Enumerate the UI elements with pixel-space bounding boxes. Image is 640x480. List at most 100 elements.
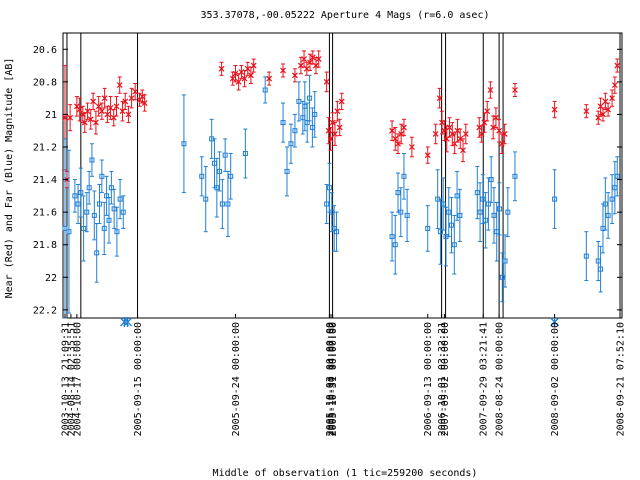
y-tick-label: 21.6 bbox=[33, 208, 57, 219]
data-point bbox=[440, 201, 446, 207]
data-point bbox=[106, 217, 112, 223]
chart-title: 353.37078,-00.05222 Aperture 4 Mags (r=6… bbox=[201, 10, 490, 21]
data-point bbox=[598, 266, 604, 272]
data-point bbox=[228, 173, 234, 179]
data-point bbox=[78, 190, 84, 196]
data-point bbox=[502, 258, 508, 264]
y-tick-label: 21.4 bbox=[33, 175, 57, 186]
data-point bbox=[324, 201, 330, 207]
data-point bbox=[487, 87, 494, 93]
x-tick-label: 2008-08-24 00:00:00 bbox=[495, 322, 506, 436]
data-point bbox=[280, 67, 286, 74]
data-point bbox=[73, 103, 80, 110]
data-point bbox=[199, 173, 205, 179]
data-point bbox=[307, 59, 313, 66]
x-tick-label: 2005-10-30 14:07:52 bbox=[327, 322, 338, 436]
data-point bbox=[217, 168, 223, 174]
data-point bbox=[597, 103, 604, 110]
data-point bbox=[446, 124, 453, 131]
data-point bbox=[67, 114, 74, 121]
data-point bbox=[392, 135, 399, 142]
data-point bbox=[108, 185, 114, 191]
data-point bbox=[395, 140, 401, 147]
data-point bbox=[111, 206, 117, 212]
data-point bbox=[493, 114, 499, 121]
data-point bbox=[477, 209, 483, 215]
data-point bbox=[107, 104, 114, 111]
x-tick-label: 2006-10-01 03:32:21 bbox=[437, 322, 448, 436]
data-point bbox=[87, 116, 94, 123]
data-point bbox=[62, 225, 68, 231]
data-point bbox=[457, 135, 464, 142]
y-tick-label: 21.8 bbox=[33, 240, 57, 251]
data-point bbox=[292, 128, 298, 134]
x-tick-label: 2003-10-13 21:09:31 bbox=[60, 322, 71, 436]
data-point bbox=[219, 201, 225, 207]
data-point bbox=[301, 56, 307, 62]
x-tick-label: 2005-10-31 00:00:00 bbox=[328, 322, 339, 436]
data-point bbox=[312, 111, 318, 117]
y-tick-label: 20.8 bbox=[33, 77, 57, 88]
data-point bbox=[512, 87, 518, 93]
data-point bbox=[480, 196, 486, 202]
data-point bbox=[395, 190, 401, 196]
data-point bbox=[92, 119, 99, 126]
y-tick-label: 22.2 bbox=[33, 305, 57, 316]
data-point bbox=[451, 242, 457, 248]
plot-area bbox=[62, 32, 623, 319]
data-point bbox=[95, 103, 102, 110]
data-point bbox=[86, 185, 92, 191]
data-point bbox=[91, 212, 97, 218]
y-axis-ticks: 20.6 20.8 21 21.2 21.4 21.6 21.8 22 22.2 bbox=[33, 45, 622, 316]
data-point bbox=[90, 98, 97, 105]
data-point bbox=[128, 95, 135, 102]
x-tick-label: 2005-10-03 00:00:00 bbox=[325, 322, 336, 436]
data-point bbox=[614, 62, 621, 69]
data-point bbox=[496, 206, 502, 212]
data-point bbox=[72, 193, 78, 199]
data-point bbox=[401, 124, 407, 131]
data-point bbox=[605, 106, 612, 113]
data-point bbox=[241, 75, 248, 82]
data-point bbox=[552, 196, 558, 202]
data-point bbox=[120, 209, 126, 215]
data-point bbox=[323, 78, 330, 85]
data-point bbox=[222, 152, 228, 158]
data-point bbox=[494, 229, 500, 235]
data-point bbox=[76, 106, 83, 113]
data-point bbox=[474, 190, 480, 196]
data-point bbox=[122, 98, 129, 105]
data-point bbox=[551, 106, 558, 113]
data-point bbox=[81, 119, 88, 126]
x-tick-label: 2007-09-02 00:00:00 bbox=[440, 322, 451, 436]
data-point bbox=[485, 201, 491, 207]
data-point bbox=[454, 193, 460, 199]
x-tick-label: 2008-09-02 00:00:00 bbox=[550, 322, 561, 436]
segment-lines bbox=[66, 33, 621, 318]
data-point bbox=[104, 111, 111, 118]
data-point bbox=[338, 98, 345, 105]
data-point bbox=[141, 100, 148, 106]
x-axis-label: Middle of observation (1 tic=259200 seco… bbox=[213, 468, 478, 479]
data-point bbox=[609, 95, 616, 102]
data-point bbox=[583, 253, 589, 259]
data-point bbox=[132, 88, 139, 95]
data-point bbox=[408, 144, 415, 150]
data-point bbox=[114, 229, 120, 235]
data-point bbox=[334, 108, 341, 115]
data-point bbox=[62, 114, 68, 121]
data-point bbox=[404, 212, 410, 218]
data-point bbox=[398, 131, 405, 137]
data-point bbox=[232, 70, 239, 77]
data-point bbox=[501, 131, 508, 137]
data-point bbox=[309, 54, 316, 61]
data-point bbox=[614, 173, 620, 179]
data-point bbox=[488, 177, 494, 183]
data-point bbox=[496, 127, 503, 134]
data-point bbox=[327, 135, 334, 142]
data-point bbox=[460, 147, 466, 154]
data-point bbox=[81, 225, 87, 231]
data-point bbox=[247, 72, 254, 79]
